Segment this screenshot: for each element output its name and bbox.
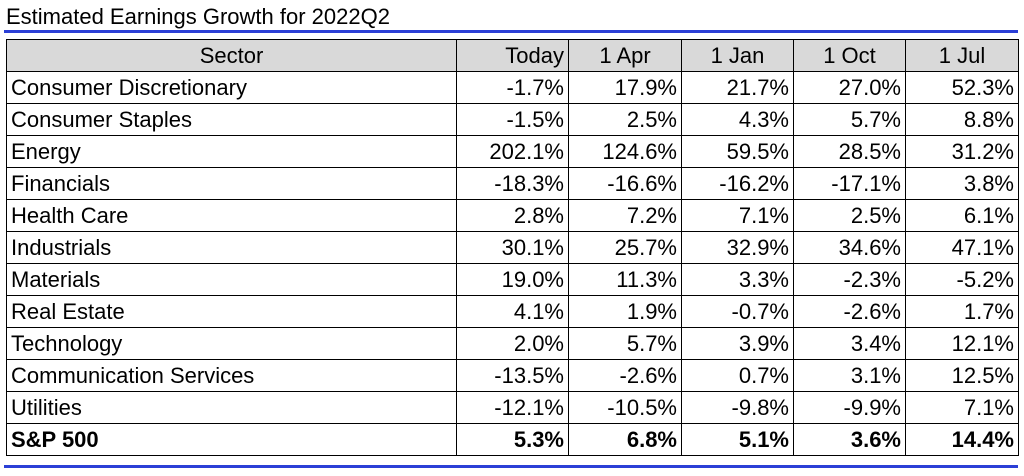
sector-cell: Energy bbox=[6, 135, 457, 168]
column-header-1-jul: 1 Jul bbox=[905, 39, 1019, 72]
value-cell-1-jan: 7.1% bbox=[681, 199, 794, 232]
value-cell-today: -13.5% bbox=[456, 359, 569, 392]
sector-cell: Technology bbox=[6, 327, 457, 360]
value-cell-1-apr: -16.6% bbox=[568, 167, 682, 200]
value-cell-1-oct: 3.4% bbox=[793, 327, 906, 360]
value-cell-1-apr: 6.8% bbox=[568, 423, 682, 456]
value-cell-1-apr: 1.9% bbox=[568, 295, 682, 328]
value-cell-today: 5.3% bbox=[456, 423, 569, 456]
value-cell-1-oct: 5.7% bbox=[793, 103, 906, 136]
bottom-rule bbox=[4, 465, 1018, 468]
column-header-1-oct: 1 Oct bbox=[793, 39, 906, 72]
table-row: Health Care 2.8% 7.2% 7.1% 2.5% 6.1% bbox=[6, 199, 1019, 232]
value-cell-1-jan: 21.7% bbox=[681, 71, 794, 104]
value-cell-1-apr: 11.3% bbox=[568, 263, 682, 296]
sector-cell: Financials bbox=[6, 167, 457, 200]
table-row: Financials -18.3% -16.6% -16.2% -17.1% 3.8% bbox=[6, 167, 1019, 200]
value-cell-1-apr: 124.6% bbox=[568, 135, 682, 168]
value-cell-1-oct: -2.6% bbox=[793, 295, 906, 328]
column-header-1-jan: 1 Jan bbox=[681, 39, 794, 72]
value-cell-1-jul: 7.1% bbox=[905, 391, 1019, 424]
value-cell-today: 2.0% bbox=[456, 327, 569, 360]
value-cell-1-apr: 25.7% bbox=[568, 231, 682, 264]
value-cell-1-jul: 52.3% bbox=[905, 71, 1019, 104]
value-cell-1-oct: 3.6% bbox=[793, 423, 906, 456]
value-cell-1-apr: 2.5% bbox=[568, 103, 682, 136]
table-row: Energy 202.1% 124.6% 59.5% 28.5% 31.2% bbox=[6, 135, 1019, 168]
value-cell-1-apr: -2.6% bbox=[568, 359, 682, 392]
value-cell-1-oct: -2.3% bbox=[793, 263, 906, 296]
value-cell-today: -1.7% bbox=[456, 71, 569, 104]
value-cell-today: 4.1% bbox=[456, 295, 569, 328]
value-cell-today: -12.1% bbox=[456, 391, 569, 424]
column-header-1-apr: 1 Apr bbox=[568, 39, 682, 72]
table-row: Consumer Discretionary -1.7% 17.9% 21.7% 27.… bbox=[6, 71, 1019, 104]
value-cell-1-jul: 47.1% bbox=[905, 231, 1019, 264]
value-cell-1-oct: 28.5% bbox=[793, 135, 906, 168]
value-cell-1-jan: 32.9% bbox=[681, 231, 794, 264]
value-cell-1-jul: -5.2% bbox=[905, 263, 1019, 296]
table-row: Industrials 30.1% 25.7% 32.9% 34.6% 47.1% bbox=[6, 231, 1019, 264]
chart-title: Estimated Earnings Growth for 2022Q2 bbox=[6, 4, 390, 29]
value-cell-1-oct: 34.6% bbox=[793, 231, 906, 264]
table-row: Real Estate 4.1% 1.9% -0.7% -2.6% 1.7% bbox=[6, 295, 1019, 328]
sector-cell: S&P 500 bbox=[6, 423, 457, 456]
sector-cell: Materials bbox=[6, 263, 457, 296]
value-cell-1-jan: 0.7% bbox=[681, 359, 794, 392]
value-cell-1-apr: 17.9% bbox=[568, 71, 682, 104]
value-cell-today: 2.8% bbox=[456, 199, 569, 232]
value-cell-1-apr: 7.2% bbox=[568, 199, 682, 232]
table-row: Utilities -12.1% -10.5% -9.8% -9.9% 7.1% bbox=[6, 391, 1019, 424]
sector-cell: Communication Services bbox=[6, 359, 457, 392]
value-cell-1-jul: 12.5% bbox=[905, 359, 1019, 392]
value-cell-1-jul: 6.1% bbox=[905, 199, 1019, 232]
value-cell-1-jan: 4.3% bbox=[681, 103, 794, 136]
value-cell-1-jul: 31.2% bbox=[905, 135, 1019, 168]
value-cell-1-jan: 3.3% bbox=[681, 263, 794, 296]
value-cell-1-oct: 2.5% bbox=[793, 199, 906, 232]
table-row: Materials 19.0% 11.3% 3.3% -2.3% -5.2% bbox=[6, 263, 1019, 296]
value-cell-1-jan: 59.5% bbox=[681, 135, 794, 168]
sector-cell: Consumer Discretionary bbox=[6, 71, 457, 104]
table-row: Consumer Staples -1.5% 2.5% 4.3% 5.7% 8.8% bbox=[6, 103, 1019, 136]
column-header-sector: Sector bbox=[6, 39, 457, 72]
value-cell-today: 30.1% bbox=[456, 231, 569, 264]
value-cell-1-jan: 5.1% bbox=[681, 423, 794, 456]
value-cell-1-jul: 14.4% bbox=[905, 423, 1019, 456]
value-cell-today: -1.5% bbox=[456, 103, 569, 136]
sector-cell: Real Estate bbox=[6, 295, 457, 328]
value-cell-1-jul: 8.8% bbox=[905, 103, 1019, 136]
value-cell-1-apr: 5.7% bbox=[568, 327, 682, 360]
total-row: S&P 500 5.3% 6.8% 5.1% 3.6% 14.4% bbox=[6, 423, 1019, 456]
value-cell-1-jan: -0.7% bbox=[681, 295, 794, 328]
value-cell-1-oct: -17.1% bbox=[793, 167, 906, 200]
value-cell-1-jul: 1.7% bbox=[905, 295, 1019, 328]
sector-cell: Utilities bbox=[6, 391, 457, 424]
value-cell-1-oct: 3.1% bbox=[793, 359, 906, 392]
value-cell-1-jan: -16.2% bbox=[681, 167, 794, 200]
earnings-growth-table: Sector Today 1 Apr 1 Jan 1 Oct 1 Jul Con… bbox=[6, 39, 1019, 456]
value-cell-today: 202.1% bbox=[456, 135, 569, 168]
table-row: Communication Services -13.5% -2.6% 0.7% 3.1… bbox=[6, 359, 1019, 392]
value-cell-1-jan: -9.8% bbox=[681, 391, 794, 424]
value-cell-1-apr: -10.5% bbox=[568, 391, 682, 424]
value-cell-1-jul: 3.8% bbox=[905, 167, 1019, 200]
sector-cell: Consumer Staples bbox=[6, 103, 457, 136]
value-cell-today: 19.0% bbox=[456, 263, 569, 296]
value-cell-1-oct: 27.0% bbox=[793, 71, 906, 104]
value-cell-1-oct: -9.9% bbox=[793, 391, 906, 424]
value-cell-today: -18.3% bbox=[456, 167, 569, 200]
value-cell-1-jul: 12.1% bbox=[905, 327, 1019, 360]
table-row: Technology 2.0% 5.7% 3.9% 3.4% 12.1% bbox=[6, 327, 1019, 360]
sector-cell: Industrials bbox=[6, 231, 457, 264]
header-row: Sector Today 1 Apr 1 Jan 1 Oct 1 Jul bbox=[6, 39, 1019, 72]
value-cell-1-jan: 3.9% bbox=[681, 327, 794, 360]
column-header-today: Today bbox=[456, 39, 569, 72]
table-body: Consumer Discretionary -1.7% 17.9% 21.7% 27.… bbox=[6, 71, 1019, 456]
sector-cell: Health Care bbox=[6, 199, 457, 232]
title-rule bbox=[4, 30, 1018, 33]
